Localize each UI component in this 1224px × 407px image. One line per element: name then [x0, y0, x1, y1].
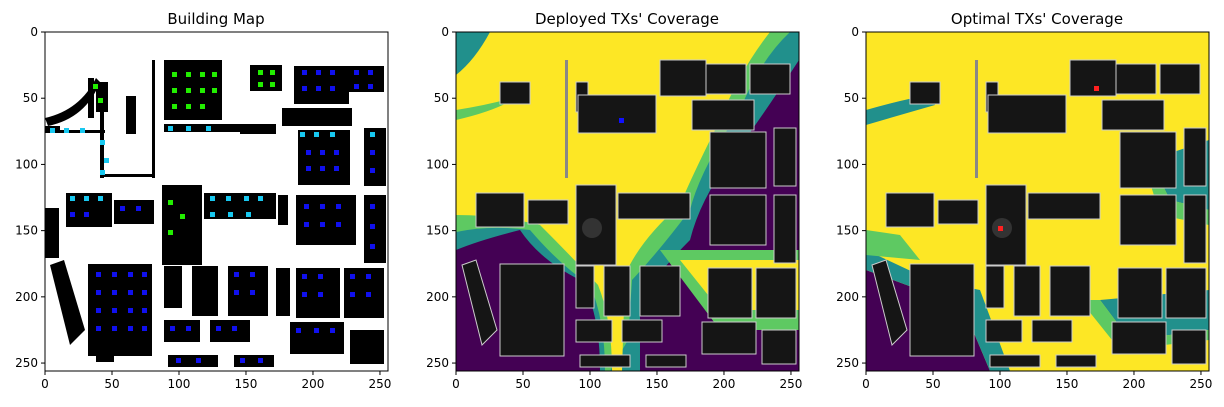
y-tick-label: 0: [851, 25, 859, 39]
y-tick-label: 0: [441, 25, 449, 39]
axes-frame: [455, 31, 800, 372]
y-tick-label: 150: [15, 224, 38, 238]
x-tick-label: 250: [780, 377, 803, 391]
x-tick-label: 150: [1056, 377, 1079, 391]
y-tick-label: 50: [844, 91, 859, 105]
y-tick-label: 0: [30, 25, 38, 39]
x-tick-label: 100: [579, 377, 602, 391]
panel-deployed-coverage: Deployed TXs' Coverage: [426, 10, 802, 391]
tx-marker: [1094, 86, 1099, 91]
y-tick-label: 50: [434, 91, 449, 105]
y-tick-label: 200: [836, 290, 859, 304]
chart-title: Optimal TXs' Coverage: [951, 10, 1123, 28]
x-tick-label: 0: [452, 377, 460, 391]
y-tick-label: 200: [15, 290, 38, 304]
x-tick-label: 50: [515, 377, 530, 391]
panel-optimal-coverage: Optimal TXs' Coverage: [836, 10, 1212, 391]
y-tick-label: 150: [426, 224, 449, 238]
axes-frame: [865, 31, 1210, 372]
x-tick-label: 50: [104, 377, 119, 391]
y-tick-label: 100: [836, 157, 859, 171]
x-tick-label: 0: [862, 377, 870, 391]
y-tick-label: 50: [23, 91, 38, 105]
x-tick-label: 250: [369, 377, 392, 391]
x-tick-label: 0: [41, 377, 49, 391]
y-tick-label: 250: [836, 356, 859, 370]
axes-frame: [44, 31, 389, 372]
x-tick-label: 100: [168, 377, 191, 391]
y-tick-label: 100: [15, 157, 38, 171]
y-tick-label: 100: [426, 157, 449, 171]
panel-building-map: Building Map: [15, 10, 391, 391]
deployed-coverage-heatmap: [456, 32, 799, 371]
x-tick-label: 250: [1190, 377, 1213, 391]
tx-marker: [619, 118, 624, 123]
y-tick-label: 150: [836, 224, 859, 238]
x-tick-label: 200: [1123, 377, 1146, 391]
x-tick-label: 200: [713, 377, 736, 391]
x-tick-label: 50: [925, 377, 940, 391]
y-tick-label: 200: [426, 290, 449, 304]
building-map-image: [45, 32, 388, 371]
x-tick-label: 100: [989, 377, 1012, 391]
chart-title: Building Map: [167, 10, 264, 28]
x-tick-label: 150: [646, 377, 669, 391]
y-tick-label: 250: [426, 356, 449, 370]
chart-title: Deployed TXs' Coverage: [535, 10, 719, 28]
x-tick-label: 150: [235, 377, 258, 391]
optimal-coverage-heatmap: [866, 32, 1209, 371]
y-tick-label: 250: [15, 356, 38, 370]
x-tick-label: 200: [302, 377, 325, 391]
tx-marker: [998, 226, 1003, 231]
